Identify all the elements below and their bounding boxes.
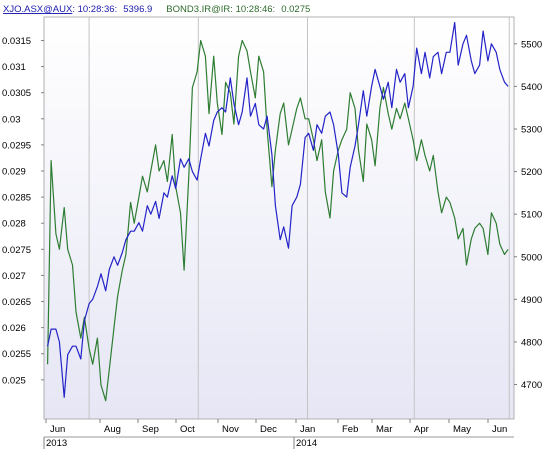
right-tick-label: 5400 [521,82,542,93]
series2-value: 0.0275 [281,4,310,15]
x-tick-label: May [453,424,471,435]
series1-value: 5396.9 [123,4,152,15]
right-tick-label: 5300 [521,124,542,135]
series2-time: : 10:28:46: [230,4,275,15]
x-tick-label: Aug [104,424,121,435]
right-tick-label: 5100 [521,210,542,221]
left-tick-label: 0.028 [2,219,26,230]
left-tick-label: 0.027 [2,271,26,282]
left-tick-label: 0.0285 [2,193,31,204]
x-tick-label: Mar [376,424,392,435]
x-tick-label: Nov [222,424,239,435]
header-quote-line: XJO.ASX@AUX: 10:28:36: 5396.9 BOND3.IR@IR:… [3,4,310,15]
x-tick-label: Jun [492,424,507,435]
x-tick-label: Dec [260,424,277,435]
left-tick-label: 0.025 [2,375,26,386]
right-tick-label: 4700 [521,380,542,391]
left-tick-label: 0.0305 [2,88,31,99]
plot-area [43,16,515,420]
bond-series-line [47,39,509,402]
right-tick-label: 5200 [521,167,542,178]
left-tick-label: 0.031 [2,62,26,73]
right-tick-label: 4900 [521,295,542,306]
left-axis: 0.0315 0.031 0.0305 0.03 0.0295 0.029 0.0285 0.… [2,36,44,386]
right-axis: 5500 5400 5300 5200 5100 5000 4900 4800 4700 [514,39,542,391]
x-tick-label: Jan [300,424,315,435]
year-label: 2013 [46,438,67,449]
left-tick-label: 0.03 [2,114,21,125]
grid-lines [88,17,510,419]
left-tick-label: 0.0255 [2,349,31,360]
right-tick-label: 5000 [521,252,542,263]
left-tick-label: 0.026 [2,323,26,334]
x-tick-label: Sep [142,424,159,435]
left-tick-label: 0.0275 [2,245,31,256]
left-tick-label: 0.0295 [2,140,31,151]
series2-symbol: BOND3.IR@IR [166,4,230,15]
year-label: 2014 [296,438,317,449]
left-tick-label: 0.0265 [2,297,31,308]
xjo-series-line [47,21,509,398]
left-tick-label: 0.0315 [2,36,31,47]
x-tick-label: Oct [180,424,195,435]
x-tick-label: Jun [50,424,65,435]
series1-time: : 10:28:36: [72,4,117,15]
left-tick-label: 0.029 [2,167,26,178]
x-tick-label: Apr [414,424,429,435]
series1-symbol: XJO.ASX@AUX [3,4,73,15]
right-tick-label: 5500 [521,39,542,50]
right-tick-label: 4800 [521,337,542,348]
year-axis: 2013 2014 [43,437,317,449]
x-tick-label: Feb [342,424,358,435]
x-axis: Jun Aug Sep Oct Nov Dec Jan Feb Mar Apr May Jun [45,419,507,435]
